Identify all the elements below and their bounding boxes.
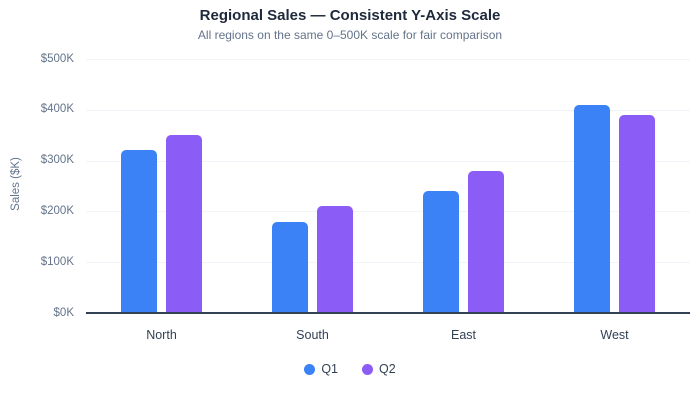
legend-dot-q2 <box>362 363 373 375</box>
y-tick-label-100k: $100K <box>40 255 74 268</box>
y-tick-label-500k: $500K <box>40 52 74 65</box>
legend-dot-q1 <box>304 363 316 375</box>
y-tick-label-200k: $200K <box>40 204 74 217</box>
x-axis-label-east: East <box>450 328 476 342</box>
legend: Q1 Q2 <box>0 362 700 376</box>
bar-q2-south[interactable] <box>317 206 353 313</box>
bar-q1-west[interactable] <box>574 104 610 313</box>
legend-label-q2: Q2 <box>379 362 396 376</box>
y-tick-label-0k: $0K <box>53 306 74 319</box>
chart-title: Regional Sales — Consistent Y-Axis Scale <box>199 7 501 24</box>
chart-subtitle: All regions on the same 0–500K scale for… <box>197 28 503 42</box>
bar-q2-east[interactable] <box>468 170 504 313</box>
y-tick-label-400k: $400K <box>40 103 74 116</box>
gridline-400k <box>86 109 690 111</box>
y-tick-label-300k: $300K <box>40 154 74 167</box>
legend-item-q2[interactable]: Q2 <box>362 362 396 376</box>
bar-q2-north[interactable] <box>166 135 202 313</box>
gridline-500k <box>86 59 690 60</box>
x-axis-label-south: South <box>296 328 329 342</box>
bar-q2-west[interactable] <box>619 114 655 313</box>
plot-area <box>86 59 690 314</box>
x-axis-label-west: West <box>600 328 629 342</box>
gridline-100k <box>86 262 690 264</box>
x-axis-label-north: North <box>146 328 177 342</box>
legend-item-q1[interactable]: Q1 <box>304 362 338 376</box>
gridline-300k <box>86 160 690 162</box>
x-axis-line <box>86 312 690 314</box>
legend-label-q1: Q1 <box>321 362 338 376</box>
bar-q1-south[interactable] <box>272 221 308 313</box>
gridline-200k <box>86 211 690 213</box>
bar-q1-east[interactable] <box>423 191 459 313</box>
bar-q1-north[interactable] <box>121 150 157 313</box>
